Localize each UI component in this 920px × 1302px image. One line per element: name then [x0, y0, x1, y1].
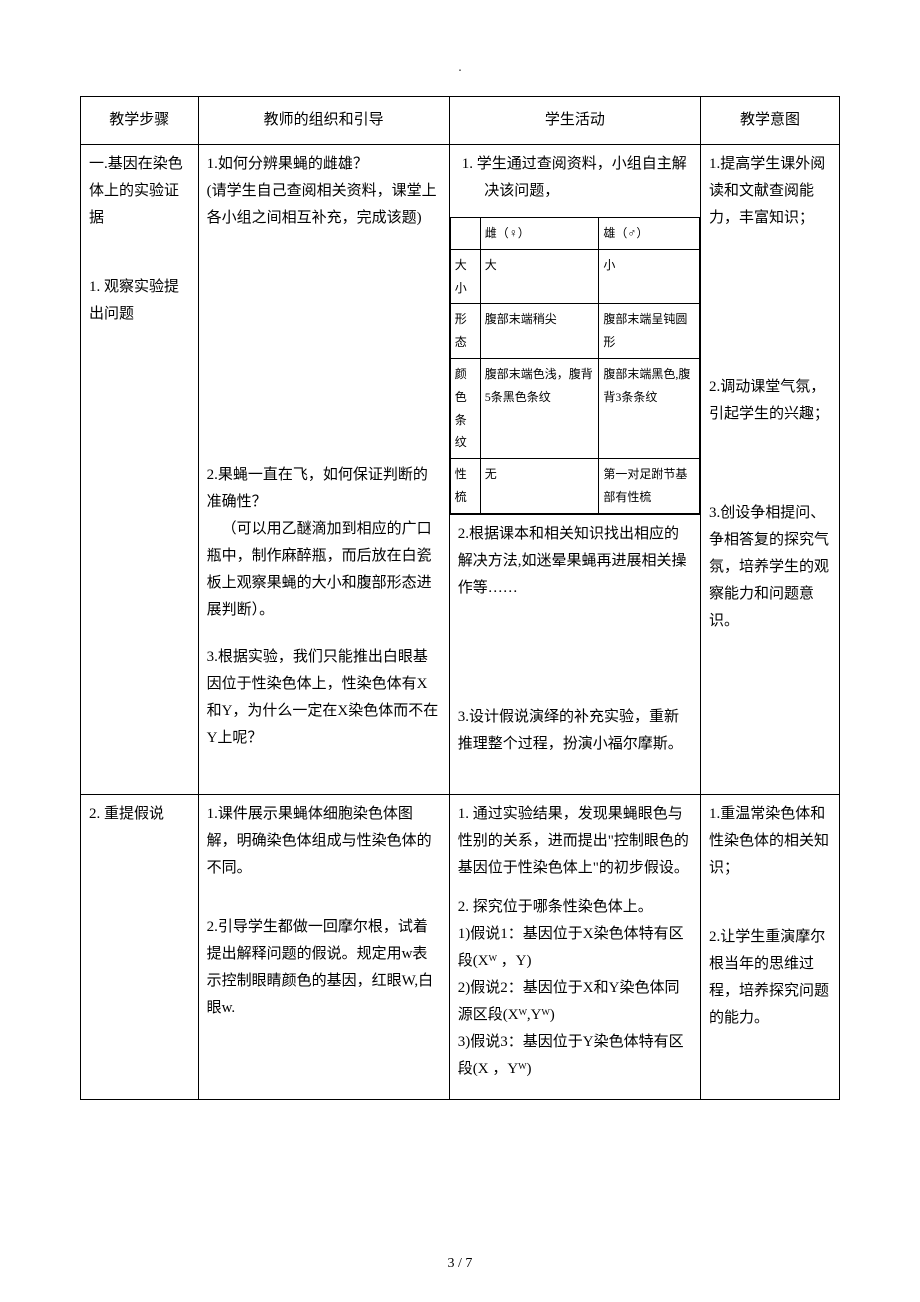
teacher-q2-note: （可以用乙醚滴加到相应的广口瓶中，制作麻醉瓶，而后放在白瓷板上观察果蝇的大小和腹… [207, 516, 441, 624]
intent-3: 3.创设争相提问、争相答复的探究气氛，培养学生的观察能力和问题意识。 [709, 500, 831, 635]
step-1a: 一.基因在染色体上的实验证据 [89, 151, 190, 232]
intent-r3-1: 1.重温常染色体和性染色体的相关知识； [709, 801, 831, 882]
inner-r2-f: 腹部末端稍尖 [480, 304, 599, 359]
teacher-q1-note: (请学生自己查阅相关资料，课堂上各小组之间相互补充，完成该题) [207, 178, 441, 232]
student-r3-2c: 3)假说3：基因位于Y染色体特有区段(X ，Yᵂ) [458, 1029, 692, 1083]
student-cell-3: 1. 通过实验结果，发现果蝇眼色与性别的关系，进而提出"控制眼色的基因位于性染色… [449, 794, 700, 1099]
inner-r3-m: 腹部末端黑色,腹背3条条纹 [599, 358, 700, 458]
teacher-cell-2: 1.课件展示果蝇体细胞染色体图解，明确染色体组成与性染色体的不同。 2.引导学生… [198, 794, 449, 1099]
header-step: 教学步骤 [81, 97, 199, 145]
inner-r4-label: 性梳 [450, 459, 480, 514]
intent-r3-2: 2.让学生重演摩尔根当年的思维过程，培养探究问题的能力。 [709, 924, 831, 1032]
intent-cell-2: 1.重温常染色体和性染色体的相关知识； 2.让学生重演摩尔根当年的思维过程，培养… [700, 794, 839, 1099]
teacher-r3-2: 2.引导学生都做一回摩尔根，试着提出解释问题的假说。规定用w表示控制眼睛颜色的基… [207, 914, 441, 1022]
student-r3-2b: 2)假说2：基因位于X和Y染色体同源区段(Xᵂ,Yᵂ) [458, 975, 692, 1029]
fruitfly-table: 雌（♀） 雄（♂） 大小 大 小 形态 腹部末端稍尖 腹部末端呈钝圆形 颜色 [450, 217, 700, 514]
inner-female-header: 雌（♀） [480, 218, 599, 250]
teacher-q2: 2.果蝇一直在飞，如何保证判断的准确性？ [207, 462, 441, 516]
teacher-q3: 3.根据实验，我们只能推出白眼基因位于性染色体上，性染色体有X和Y，为什么一定在… [207, 644, 441, 752]
intent-cell-1: 1.提高学生课外阅读和文献查阅能力，丰富知识； 2.调动课堂气氛，引起学生的兴趣… [700, 145, 839, 795]
table-row: 一.基因在染色体上的实验证据 1. 观察实验提出问题 1.如何分辨果蝇的雌雄？ … [81, 145, 840, 515]
header-student: 学生活动 [449, 97, 700, 145]
step-cell-2: 2. 重提假说 [81, 794, 199, 1099]
student-cell-2: 2.根据课本和相关知识找出相应的解决方法,如迷晕果蝇再进展相关操作等…… 3.设… [449, 514, 700, 794]
step-1b: 1. 观察实验提出问题 [89, 274, 190, 328]
inner-r2-label: 形态 [450, 304, 480, 359]
student-r3-2: 2. 探究位于哪条性染色体上。 [458, 894, 692, 921]
teacher-cell-1: 1.如何分辨果蝇的雌雄？ (请学生自己查阅相关资料，课堂上各小组之间相互补充，完… [198, 145, 449, 795]
header-teacher: 教师的组织和引导 [198, 97, 449, 145]
inner-r1-label: 大小 [450, 249, 480, 304]
table-row: 2. 重提假说 1.课件展示果蝇体细胞染色体图解，明确染色体组成与性染色体的不同… [81, 794, 840, 1099]
inner-r4-m: 第一对足跗节基部有性梳 [599, 459, 700, 514]
page-container: . 教学步骤 教师的组织和引导 学生活动 教学意图 一.基因在染色体上的实验证据… [0, 0, 920, 1302]
lesson-table: 教学步骤 教师的组织和引导 学生活动 教学意图 一.基因在染色体上的实验证据 1… [80, 96, 840, 1100]
student-r3-1: 1. 通过实验结果，发现果蝇眼色与性别的关系，进而提出"控制眼色的基因位于性染色… [458, 801, 692, 882]
intent-1: 1.提高学生课外阅读和文献查阅能力，丰富知识； [709, 151, 831, 232]
inner-r2-m: 腹部末端呈钝圆形 [599, 304, 700, 359]
student-a3: 3.设计假说演绎的补充实验，重新推理整个过程，扮演小福尔摩斯。 [458, 704, 692, 758]
inner-r4-f: 无 [480, 459, 599, 514]
student-r3-2a: 1)假说1：基因位于X染色体特有区段(Xᵂ ，Y) [458, 921, 692, 975]
header-intent: 教学意图 [700, 97, 839, 145]
student-a1: 1. 学生通过查阅资料，小组自主解决该问题， [450, 145, 700, 211]
teacher-q1: 1.如何分辨果蝇的雌雄？ [207, 151, 441, 178]
student-cell-1: 1. 学生通过查阅资料，小组自主解决该问题， 雌（♀） 雄（♂） 大小 大 小 [449, 145, 700, 515]
teacher-r3-1: 1.课件展示果蝇体细胞染色体图解，明确染色体组成与性染色体的不同。 [207, 801, 441, 882]
header-row: 教学步骤 教师的组织和引导 学生活动 教学意图 [81, 97, 840, 145]
intent-2: 2.调动课堂气氛，引起学生的兴趣； [709, 374, 831, 428]
top-mark: . [80, 60, 840, 76]
page-footer: 3 / 7 [0, 1256, 920, 1272]
inner-male-header: 雄（♂） [599, 218, 700, 250]
step-cell-1: 一.基因在染色体上的实验证据 1. 观察实验提出问题 [81, 145, 199, 795]
student-a2: 2.根据课本和相关知识找出相应的解决方法,如迷晕果蝇再进展相关操作等…… [458, 521, 692, 602]
inner-r1-f: 大 [480, 249, 599, 304]
inner-r3-label: 颜色条纹 [450, 358, 480, 458]
inner-blank [450, 218, 480, 250]
inner-r1-m: 小 [599, 249, 700, 304]
inner-r3-f: 腹部末端色浅，腹背5条黑色条纹 [480, 358, 599, 458]
